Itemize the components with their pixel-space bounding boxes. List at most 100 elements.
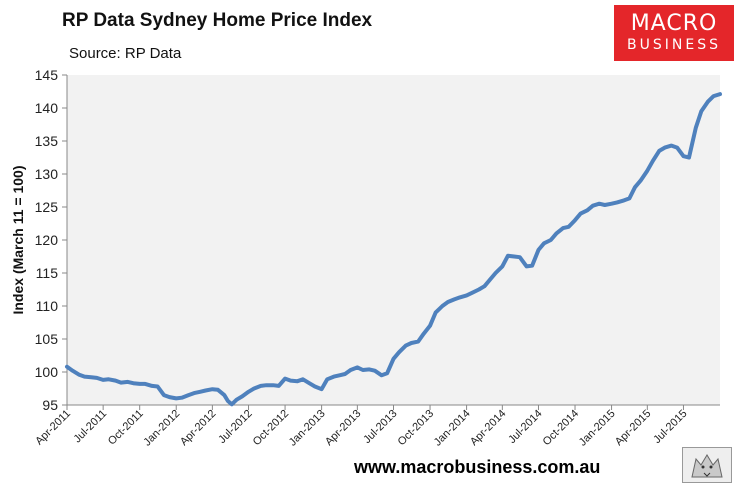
data-point [694, 126, 698, 130]
y-tick-label: 125 [35, 199, 59, 215]
data-point [320, 387, 324, 391]
data-point [681, 154, 686, 158]
y-tick-label: 115 [36, 265, 59, 281]
data-point [301, 377, 305, 381]
chart-subtitle: Source: RP Data [69, 45, 182, 62]
data-point [373, 369, 377, 373]
x-tick-label: Jan-2015 [577, 408, 618, 449]
website-url[interactable]: www.macrobusiness.com.au [354, 457, 601, 477]
y-tick-label: 120 [35, 232, 59, 248]
y-tick-label: 140 [35, 100, 59, 116]
data-point [597, 202, 601, 206]
chart-title: RP Data Sydney Home Price Index [62, 10, 373, 31]
data-point [150, 384, 154, 388]
data-point [422, 332, 426, 336]
data-point [675, 146, 679, 150]
data-point [89, 375, 93, 379]
data-point [651, 159, 655, 163]
y-tick-label: 135 [35, 133, 59, 149]
data-point [246, 390, 251, 394]
x-tick-label: Jan-2014 [432, 408, 473, 449]
wolf-logo-icon [682, 447, 732, 483]
data-point [639, 179, 643, 183]
data-point [465, 293, 469, 297]
data-point [663, 146, 667, 150]
data-point [391, 357, 396, 361]
data-point [222, 393, 226, 397]
y-tick-label: 145 [35, 67, 59, 83]
y-tick-label: 110 [36, 298, 59, 314]
data-point [404, 344, 408, 348]
data-point [440, 304, 444, 308]
data-point [264, 383, 268, 387]
y-tick-label: 105 [35, 331, 59, 347]
data-point [289, 379, 293, 383]
data-point [283, 377, 287, 381]
data-point [325, 377, 329, 381]
data-points [65, 92, 722, 406]
data-point [518, 255, 522, 259]
data-point [252, 386, 256, 391]
data-point [259, 384, 263, 388]
data-point [101, 378, 105, 382]
x-tick-label: Oct-2011 [106, 408, 146, 448]
data-point [434, 311, 438, 315]
data-point [82, 375, 87, 379]
data-point [477, 287, 481, 292]
data-point [180, 396, 184, 400]
data-point [627, 196, 632, 200]
data-point [143, 382, 147, 386]
data-point [192, 391, 196, 395]
data-point [573, 218, 577, 222]
y-tick-label: 95 [42, 397, 58, 413]
data-point [428, 324, 432, 328]
macrobusiness-logo[interactable]: MACRO BUSINESS [614, 5, 734, 61]
data-point [712, 94, 716, 98]
y-ticks: 95 100 105 110 115 120 125 130 135 140 145 [35, 67, 67, 413]
x-tick-label: Jul-2014 [506, 408, 544, 446]
data-point [235, 398, 239, 402]
data-point [240, 394, 244, 398]
x-tick-label: Oct-2014 [541, 408, 581, 448]
data-point [380, 373, 384, 377]
data-point [542, 241, 546, 245]
data-point [669, 144, 674, 148]
data-point [536, 248, 541, 252]
data-point [271, 383, 275, 387]
data-point [230, 402, 234, 406]
data-point [706, 99, 710, 103]
data-point [277, 384, 281, 388]
data-point [603, 203, 607, 207]
data-point [156, 384, 160, 389]
data-point [561, 226, 565, 230]
data-point [367, 367, 371, 371]
x-tick-label: Jul-2015 [651, 408, 689, 446]
data-point [512, 254, 516, 259]
data-point [162, 393, 166, 397]
data-point [645, 169, 649, 173]
data-point [343, 372, 347, 376]
data-point [210, 387, 214, 391]
x-tick-label: Apr-2013 [323, 408, 363, 448]
x-ticks: Apr-2011Jul-2011Oct-2011Jan-2012Apr-2012… [33, 405, 690, 449]
data-point [361, 368, 365, 372]
data-point [295, 379, 299, 383]
data-point [554, 231, 559, 235]
data-point [138, 382, 142, 386]
x-tick-label: Oct-2012 [251, 408, 291, 448]
data-point [204, 388, 208, 393]
data-point [452, 297, 456, 301]
data-point [591, 204, 595, 208]
x-tick-label: Jul-2013 [361, 408, 399, 446]
logo-line2: BUSINESS [627, 37, 721, 53]
plot-area [67, 75, 720, 405]
data-point [615, 200, 619, 204]
data-point [95, 376, 99, 380]
x-tick-label: Apr-2014 [468, 408, 508, 448]
data-point [355, 365, 359, 369]
data-point [718, 92, 722, 96]
data-point [416, 340, 420, 344]
data-point [657, 149, 661, 153]
x-tick-label: Jan-2012 [141, 408, 182, 449]
